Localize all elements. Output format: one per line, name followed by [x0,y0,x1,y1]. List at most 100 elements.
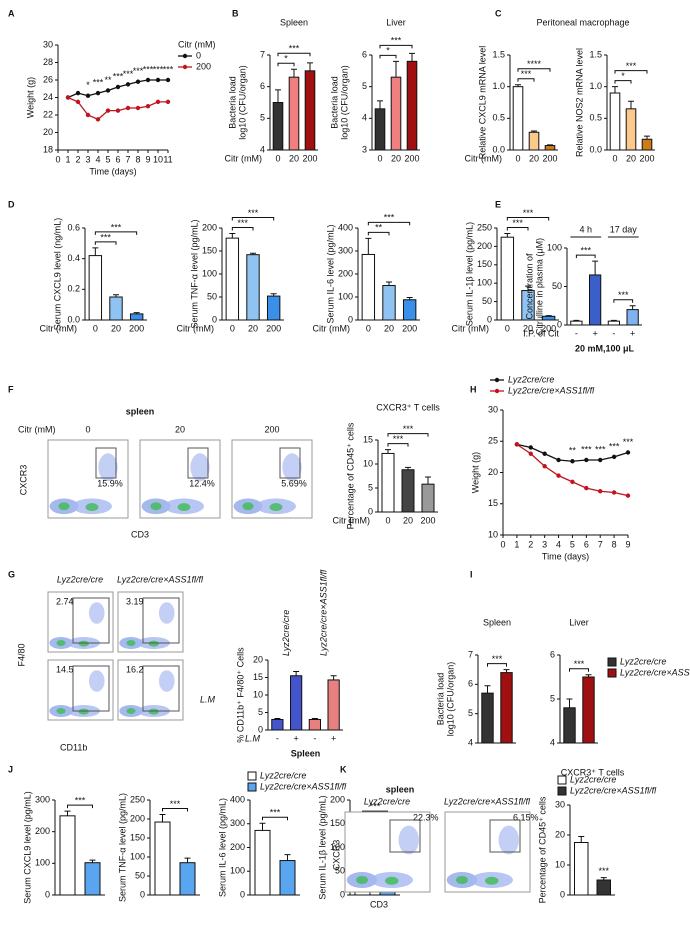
x-tick-label: 0 [515,153,520,163]
bar [625,108,637,151]
significance: *** [521,69,532,79]
x-axis-label: Citr (mM) [313,323,351,333]
error-bar [525,285,531,291]
error-bar [503,669,510,673]
flow-header: Citr (mM) [18,424,56,434]
y-tick-label: 4 [260,144,265,154]
y-tick-label: 5 [468,708,473,718]
bracket [613,299,634,303]
bar [374,108,386,151]
x-axis-label: Time (days) [89,166,136,176]
bar [402,299,417,321]
significance: *** [143,64,154,74]
flow-cloud [126,708,136,714]
error-bar [293,671,300,676]
bracket [387,433,429,437]
legend-label: Lyz2cre/cre [620,656,666,666]
panel-letter: D [8,199,15,209]
y-axis-label: log10 (CFU/organ) [339,65,349,140]
bar [271,719,284,731]
bar [481,692,494,744]
point [570,479,575,485]
y-axis-label: log10 (CFU/organ) [237,65,247,140]
x-tick-label: 8 [612,539,617,549]
flow-cloud [78,640,89,647]
error-bar [600,877,607,880]
flow-x-label: CD11b [60,742,87,752]
gate [489,819,521,853]
y-axis-label: Citrulline in plasma (μM) [534,238,544,335]
bar [290,675,303,731]
significance: *** [595,444,606,454]
y-tick-label: 150 [202,245,217,255]
y-tick-label: 50 [552,281,562,291]
y-tick-label: 1.0 [492,81,505,91]
x-tick-label: 0 [377,153,382,163]
x-tick-label: 3 [85,154,90,164]
y-tick-label: 0 [140,889,145,899]
flow-cloud [356,876,368,884]
panel-letter: K [340,764,347,774]
y-tick-label: 10 [488,529,498,539]
bracket [231,217,275,221]
significance: *** [626,61,637,71]
group-label: Lyz2cre/cre×ASS1fl/fl [319,569,329,656]
y-axis-label: Bacteria load [227,76,237,129]
error-bar [311,717,318,720]
x-axis-label: Citr (mM) [333,515,371,525]
y-tick-label: 100 [477,278,492,288]
gate-label: 2.74 [56,596,74,606]
bar [563,707,576,744]
error-bar [274,717,281,720]
significance: *** [237,218,248,228]
error-bar [270,293,277,297]
point [155,77,161,83]
x-tick-label: 9 [625,539,630,549]
gate [142,665,180,712]
gate [279,447,301,479]
error-bar [159,813,166,823]
bracket [67,804,93,809]
legend-swatch [247,782,257,792]
y-tick-label: 18 [43,144,53,154]
flow-cloud [282,453,302,482]
chart-title: Liver [386,17,406,27]
y-tick-label: 200 [130,813,145,823]
significance: *** [523,208,534,218]
flow-label: Lyz2cre/cre [57,574,103,584]
y-axis-label: Weight (g) [25,77,35,118]
bar [596,879,611,896]
y-axis-label: log10 (CFU/organ) [445,662,455,737]
bar [401,469,415,513]
bar [570,320,583,326]
x-tick-label: 20 [626,153,636,163]
x-tick-label: - [612,328,615,338]
y-tick-label: 0 [258,724,263,734]
y-tick-label: 200 [35,826,50,836]
x-tick-label: + [592,328,597,338]
y-tick-label: 0 [212,314,217,324]
point [85,112,91,118]
y-tick-label: 26 [43,74,53,84]
flow-cloud [56,708,66,714]
gate-label: 22.3% [413,812,439,822]
y-tick-label: 30 [43,39,53,49]
legend-label: 0 [196,50,201,60]
flow-column: 200 [264,424,279,434]
y-tick-label: 0 [348,314,353,324]
x-axis-label: Time (days) [542,551,589,561]
y-tick-label: 300 [35,794,50,804]
x-tick-label: 3 [542,539,547,549]
significance: *** [384,213,395,223]
bar [179,862,196,896]
error-bar [566,698,573,708]
error-bar [531,130,537,133]
bracket [379,44,413,49]
y-tick-label: 0 [368,506,373,516]
y-tick-label: 150 [477,259,492,269]
significance: *** [574,659,585,669]
x-tick-label: + [331,733,336,743]
flow-y-label: F4/80 [16,643,26,666]
significance: ** [375,223,383,233]
panel-letter: E [495,199,501,209]
